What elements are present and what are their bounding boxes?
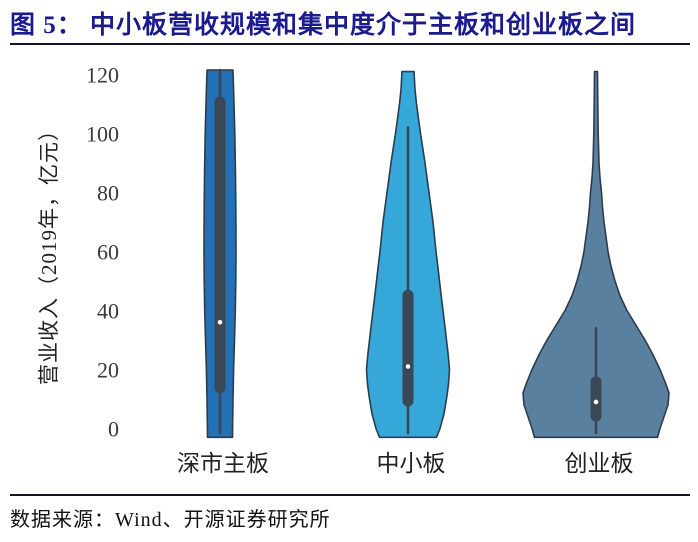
median-dot (217, 320, 223, 325)
y-tick-label: 100 (86, 122, 119, 147)
violin-shape (522, 70, 670, 439)
x-category-label: 深市主板 (177, 451, 269, 476)
y-tick-label: 40 (97, 299, 119, 324)
median-dot (405, 364, 411, 369)
source-note: 数据来源：Wind、开源证券研究所 (10, 509, 331, 531)
iqr-box (402, 289, 414, 407)
x-axis-labels: 深市主板 中小板 创业板 (177, 451, 634, 476)
x-category-label: 中小板 (377, 451, 446, 476)
y-tick-label: 20 (97, 358, 119, 383)
violin-group (203, 68, 670, 439)
y-tick-label: 0 (108, 417, 119, 442)
median-dot (593, 399, 599, 405)
x-category-label: 创业板 (565, 451, 634, 476)
y-tick-label: 120 (86, 63, 119, 88)
iqr-box (214, 96, 226, 394)
title-rule (10, 43, 690, 45)
figure-title: 图 5： 中小板营收规模和集中度介于主板和创业板之间 (10, 12, 637, 39)
y-tick-label: 80 (97, 181, 119, 206)
iqr-box (590, 376, 602, 422)
y-axis-ticks: 0 20 40 60 80 100 120 (86, 63, 119, 442)
y-tick-label: 60 (97, 240, 119, 265)
y-axis-title: 营业收入（2019年，亿元） (37, 119, 61, 385)
source-rule (10, 494, 690, 496)
